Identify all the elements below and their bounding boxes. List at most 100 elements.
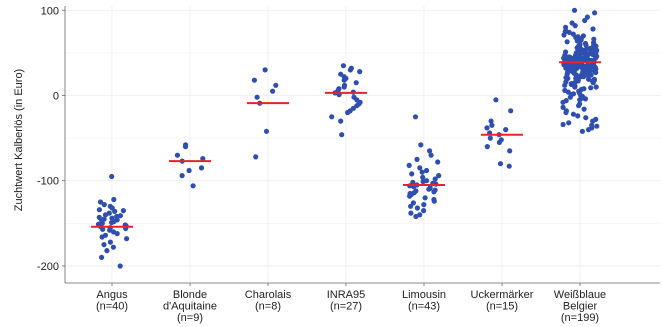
- data-point: [507, 148, 513, 154]
- x-category-label: d'Aquitaine: [163, 301, 217, 313]
- data-point: [339, 132, 345, 138]
- data-point: [562, 82, 568, 88]
- data-point: [581, 74, 587, 80]
- data-point: [560, 99, 566, 105]
- data-point: [420, 174, 426, 180]
- x-category-label: (n=27): [330, 301, 362, 313]
- x-category-label: Angus: [96, 289, 128, 301]
- data-point: [496, 139, 502, 145]
- data-point: [117, 263, 123, 269]
- data-point: [341, 84, 347, 90]
- data-point: [506, 163, 512, 169]
- data-point: [186, 167, 192, 174]
- data-point: [493, 97, 499, 103]
- data-point: [436, 173, 442, 179]
- data-point: [174, 152, 180, 158]
- x-category-label: (n=40): [96, 301, 128, 313]
- data-point: [406, 162, 412, 168]
- data-point: [421, 208, 427, 214]
- data-point: [107, 227, 113, 233]
- data-point: [353, 80, 359, 86]
- data-point: [593, 69, 599, 76]
- data-point: [408, 210, 414, 216]
- data-point: [594, 123, 600, 129]
- data-point: [575, 113, 581, 119]
- data-point: [97, 199, 104, 205]
- data-point: [120, 208, 126, 214]
- data-point: [435, 159, 441, 165]
- data-point: [422, 195, 428, 201]
- data-point: [407, 193, 413, 199]
- data-point: [198, 165, 205, 171]
- data-point: [563, 109, 569, 116]
- data-point: [412, 114, 419, 120]
- data-point: [503, 127, 509, 133]
- x-category-label: Belgier: [563, 301, 598, 313]
- data-point: [190, 183, 196, 189]
- data-point: [431, 189, 437, 195]
- data-point: [571, 7, 578, 13]
- x-category-label: INRA95: [327, 289, 366, 301]
- x-category-label: Uckermärker: [471, 289, 534, 301]
- data-point: [410, 179, 416, 185]
- data-point: [484, 125, 490, 131]
- data-point: [431, 198, 437, 204]
- data-point: [582, 17, 588, 24]
- data-point: [424, 167, 430, 174]
- data-point: [561, 32, 567, 38]
- data-point: [254, 94, 260, 100]
- data-point: [497, 161, 504, 167]
- data-point: [566, 120, 572, 126]
- x-category-label: Limousin: [402, 289, 446, 301]
- data-point: [572, 23, 578, 29]
- data-point: [487, 135, 493, 141]
- x-category-label: (n=199): [561, 312, 599, 324]
- data-point: [508, 108, 514, 114]
- data-point: [428, 152, 434, 158]
- data-point: [570, 111, 577, 117]
- data-point: [579, 128, 586, 134]
- data-point: [566, 29, 572, 35]
- data-point: [564, 39, 570, 45]
- data-point: [576, 103, 582, 109]
- x-category-label: (n=9): [177, 312, 203, 324]
- data-point: [179, 173, 185, 179]
- data-point: [484, 144, 490, 150]
- grid-layer: [65, 6, 660, 283]
- data-point: [414, 156, 420, 162]
- data-point: [112, 208, 118, 214]
- data-point: [567, 94, 573, 100]
- data-point: [104, 248, 110, 254]
- data-point: [585, 127, 592, 133]
- data-point: [488, 118, 494, 124]
- data-point: [583, 115, 589, 121]
- data-point: [341, 77, 347, 83]
- data-point: [262, 67, 268, 73]
- data-point: [577, 97, 583, 103]
- axis-layer: 100 0 -100 -200: [37, 5, 660, 286]
- data-point: [560, 104, 566, 110]
- data-point: [109, 219, 115, 226]
- data-point: [253, 154, 259, 160]
- data-point: [590, 80, 596, 86]
- y-tick-label: -200: [37, 261, 59, 273]
- data-point: [590, 118, 596, 124]
- data-point: [572, 84, 578, 90]
- data-point: [329, 114, 335, 120]
- data-point: [420, 179, 426, 185]
- data-point: [107, 239, 113, 245]
- data-point: [581, 106, 587, 112]
- data-point: [593, 84, 599, 90]
- data-point: [124, 236, 130, 242]
- data-point: [270, 88, 276, 94]
- data-point: [592, 10, 598, 16]
- data-point: [408, 203, 414, 209]
- data-point: [590, 26, 596, 32]
- data-point: [489, 122, 495, 128]
- data-point: [273, 82, 279, 88]
- data-point: [263, 128, 270, 134]
- median-layer: [91, 61, 601, 228]
- data-point: [96, 207, 102, 213]
